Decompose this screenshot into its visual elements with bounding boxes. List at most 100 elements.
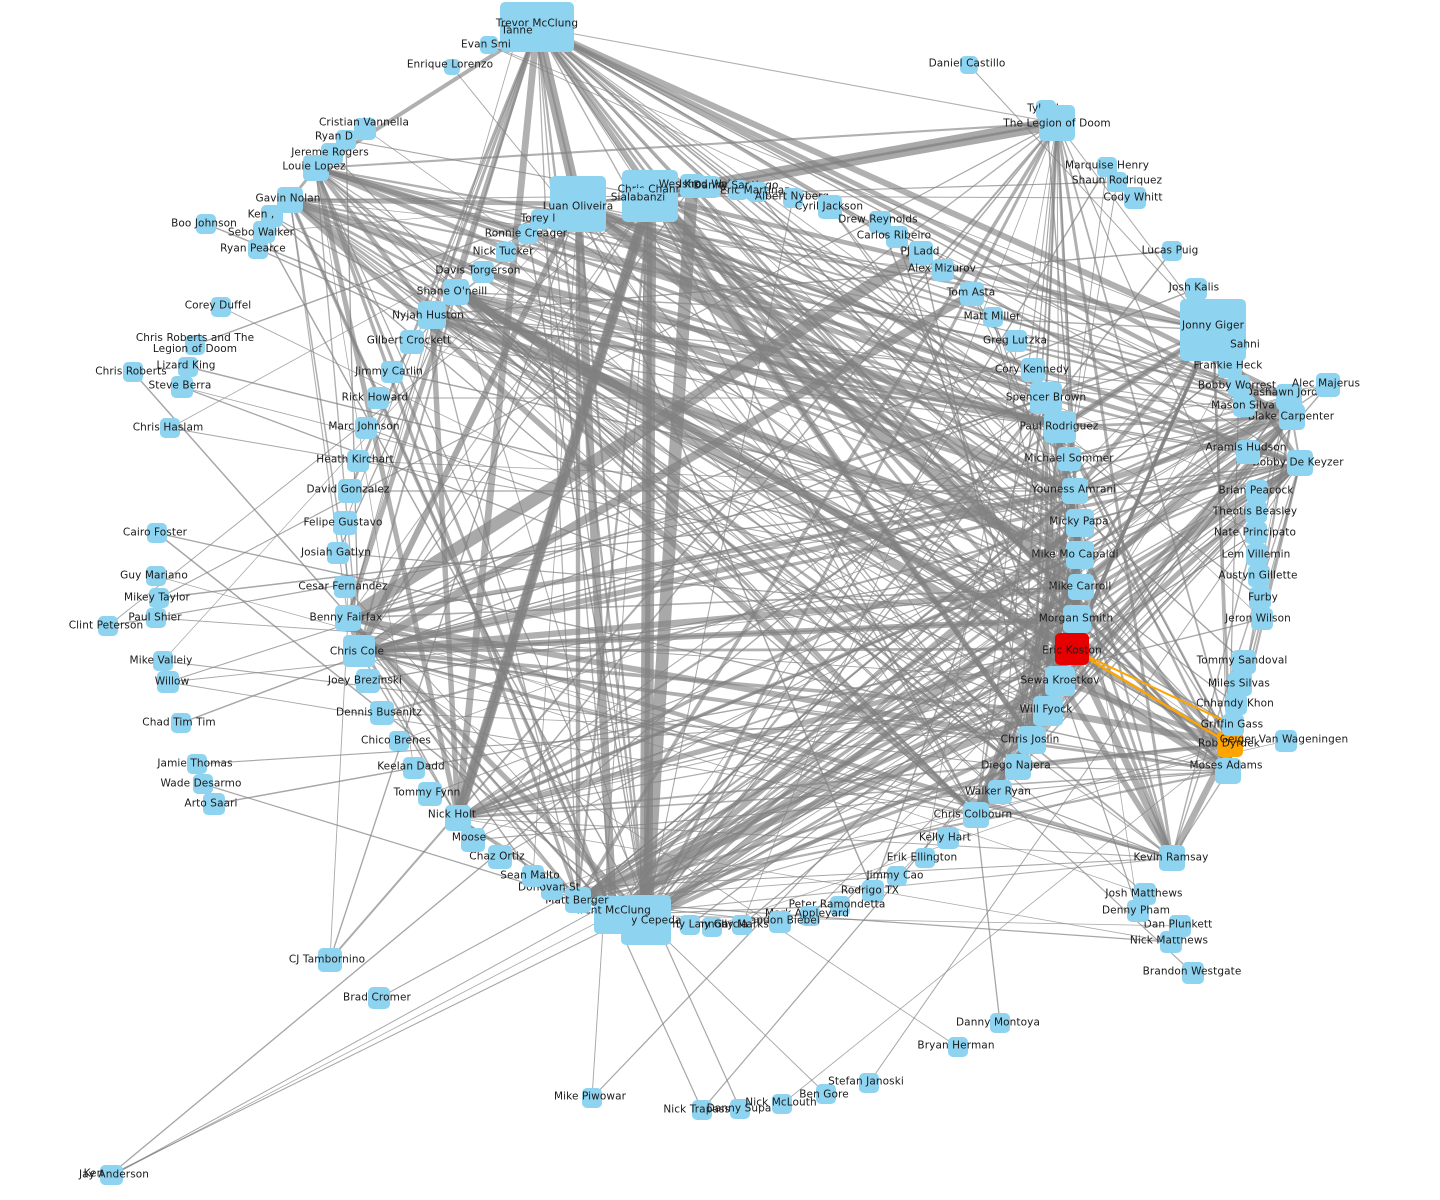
graph-node[interactable] xyxy=(98,616,118,636)
graph-node[interactable] xyxy=(343,635,375,667)
graph-node[interactable] xyxy=(1222,714,1244,736)
graph-node[interactable] xyxy=(1232,650,1256,674)
graph-node[interactable] xyxy=(747,182,767,202)
graph-node[interactable] xyxy=(354,118,376,140)
graph-node[interactable] xyxy=(389,731,409,751)
graph-node[interactable] xyxy=(960,56,978,74)
graph-node[interactable] xyxy=(915,848,935,868)
graph-node[interactable] xyxy=(541,878,563,900)
graph-node[interactable] xyxy=(692,1100,712,1120)
graph-node[interactable] xyxy=(518,224,538,244)
graph-node[interactable] xyxy=(1005,754,1031,780)
graph-node[interactable] xyxy=(203,793,225,815)
graph-node[interactable] xyxy=(123,362,143,382)
graph-node[interactable] xyxy=(769,911,791,933)
graph-node[interactable] xyxy=(461,828,485,852)
graph-node[interactable] xyxy=(1275,730,1297,752)
graph-node[interactable] xyxy=(862,880,884,902)
graph-node[interactable] xyxy=(1245,522,1267,544)
graph-node[interactable] xyxy=(445,805,471,831)
graph-node[interactable] xyxy=(196,214,216,234)
graph-node[interactable] xyxy=(146,608,166,628)
graph-node[interactable] xyxy=(480,36,498,54)
graph-node[interactable] xyxy=(1228,375,1250,397)
graph-node[interactable] xyxy=(1246,480,1268,502)
graph-node[interactable] xyxy=(783,188,803,208)
graph-node[interactable] xyxy=(1018,726,1046,754)
graph-node[interactable] xyxy=(355,417,377,439)
graph-node[interactable] xyxy=(1039,105,1075,141)
graph-node[interactable] xyxy=(1057,447,1081,471)
graph-node[interactable] xyxy=(582,1088,602,1108)
graph-node[interactable] xyxy=(1287,450,1313,476)
graph-node[interactable] xyxy=(327,542,349,564)
graph-node[interactable] xyxy=(565,887,591,913)
graph-node[interactable] xyxy=(211,297,231,317)
graph-node[interactable] xyxy=(886,226,908,248)
graph-node[interactable] xyxy=(909,241,933,265)
graph-node[interactable] xyxy=(1182,962,1204,984)
graph-node[interactable] xyxy=(1055,633,1089,665)
graph-node[interactable] xyxy=(983,307,1003,327)
graph-node[interactable] xyxy=(1134,883,1156,905)
graph-node[interactable] xyxy=(1233,338,1247,352)
graph-node[interactable] xyxy=(1062,478,1088,504)
graph-node[interactable] xyxy=(418,301,446,329)
graph-node[interactable] xyxy=(1033,696,1063,726)
graph-node[interactable] xyxy=(859,1073,879,1093)
graph-node[interactable] xyxy=(146,566,166,586)
graph-node[interactable] xyxy=(550,176,606,232)
graph-node[interactable] xyxy=(1249,587,1271,609)
graph-node[interactable] xyxy=(367,387,389,409)
graph-node[interactable] xyxy=(1215,758,1241,784)
graph-node[interactable] xyxy=(887,866,907,886)
graph-node[interactable] xyxy=(303,155,329,181)
graph-node[interactable] xyxy=(160,418,180,438)
graph-node[interactable] xyxy=(1236,440,1260,464)
graph-node[interactable] xyxy=(963,802,989,828)
graph-node[interactable] xyxy=(149,588,169,608)
graph-node[interactable] xyxy=(1276,384,1302,410)
graph-node[interactable] xyxy=(472,261,494,283)
graph-node[interactable] xyxy=(1246,544,1268,566)
graph-node[interactable] xyxy=(187,754,207,774)
graph-node[interactable] xyxy=(248,239,268,259)
graph-node[interactable] xyxy=(370,701,394,725)
graph-node[interactable] xyxy=(594,896,632,934)
graph-node[interactable] xyxy=(443,279,469,305)
graph-node[interactable] xyxy=(1021,358,1045,382)
graph-node[interactable] xyxy=(988,780,1012,804)
graph-node[interactable] xyxy=(334,576,356,598)
graph-node[interactable] xyxy=(948,1037,968,1057)
graph-node[interactable] xyxy=(1169,915,1191,937)
graph-node[interactable] xyxy=(368,987,390,1009)
graph-node[interactable] xyxy=(153,651,173,671)
graph-node[interactable] xyxy=(800,906,820,926)
graph-node[interactable] xyxy=(818,195,842,219)
graph-node[interactable] xyxy=(1225,693,1247,715)
graph-node[interactable] xyxy=(1063,605,1091,633)
graph-node[interactable] xyxy=(630,188,650,208)
graph-node[interactable] xyxy=(830,896,850,916)
graph-node[interactable] xyxy=(488,845,512,869)
graph-node[interactable] xyxy=(1316,373,1340,397)
graph-node[interactable] xyxy=(356,669,380,693)
graph-node[interactable] xyxy=(522,865,544,887)
graph-node[interactable] xyxy=(960,282,984,306)
graph-node[interactable] xyxy=(698,176,720,198)
graph-node[interactable] xyxy=(185,335,205,355)
graph-node[interactable] xyxy=(932,259,954,281)
graph-node[interactable] xyxy=(990,1013,1010,1033)
graph-node[interactable] xyxy=(1251,608,1273,630)
graph-node[interactable] xyxy=(1233,395,1255,417)
graph-node[interactable] xyxy=(816,1084,836,1104)
graph-node[interactable] xyxy=(253,221,275,243)
graph-node[interactable] xyxy=(335,605,361,631)
graph-node[interactable] xyxy=(1066,509,1094,537)
graph-node[interactable] xyxy=(732,915,752,935)
graph-node[interactable] xyxy=(507,26,527,46)
graph-node[interactable] xyxy=(1162,241,1182,261)
graph-node[interactable] xyxy=(1030,382,1062,414)
graph-node[interactable] xyxy=(1044,411,1076,443)
graph-node[interactable] xyxy=(1005,330,1027,352)
